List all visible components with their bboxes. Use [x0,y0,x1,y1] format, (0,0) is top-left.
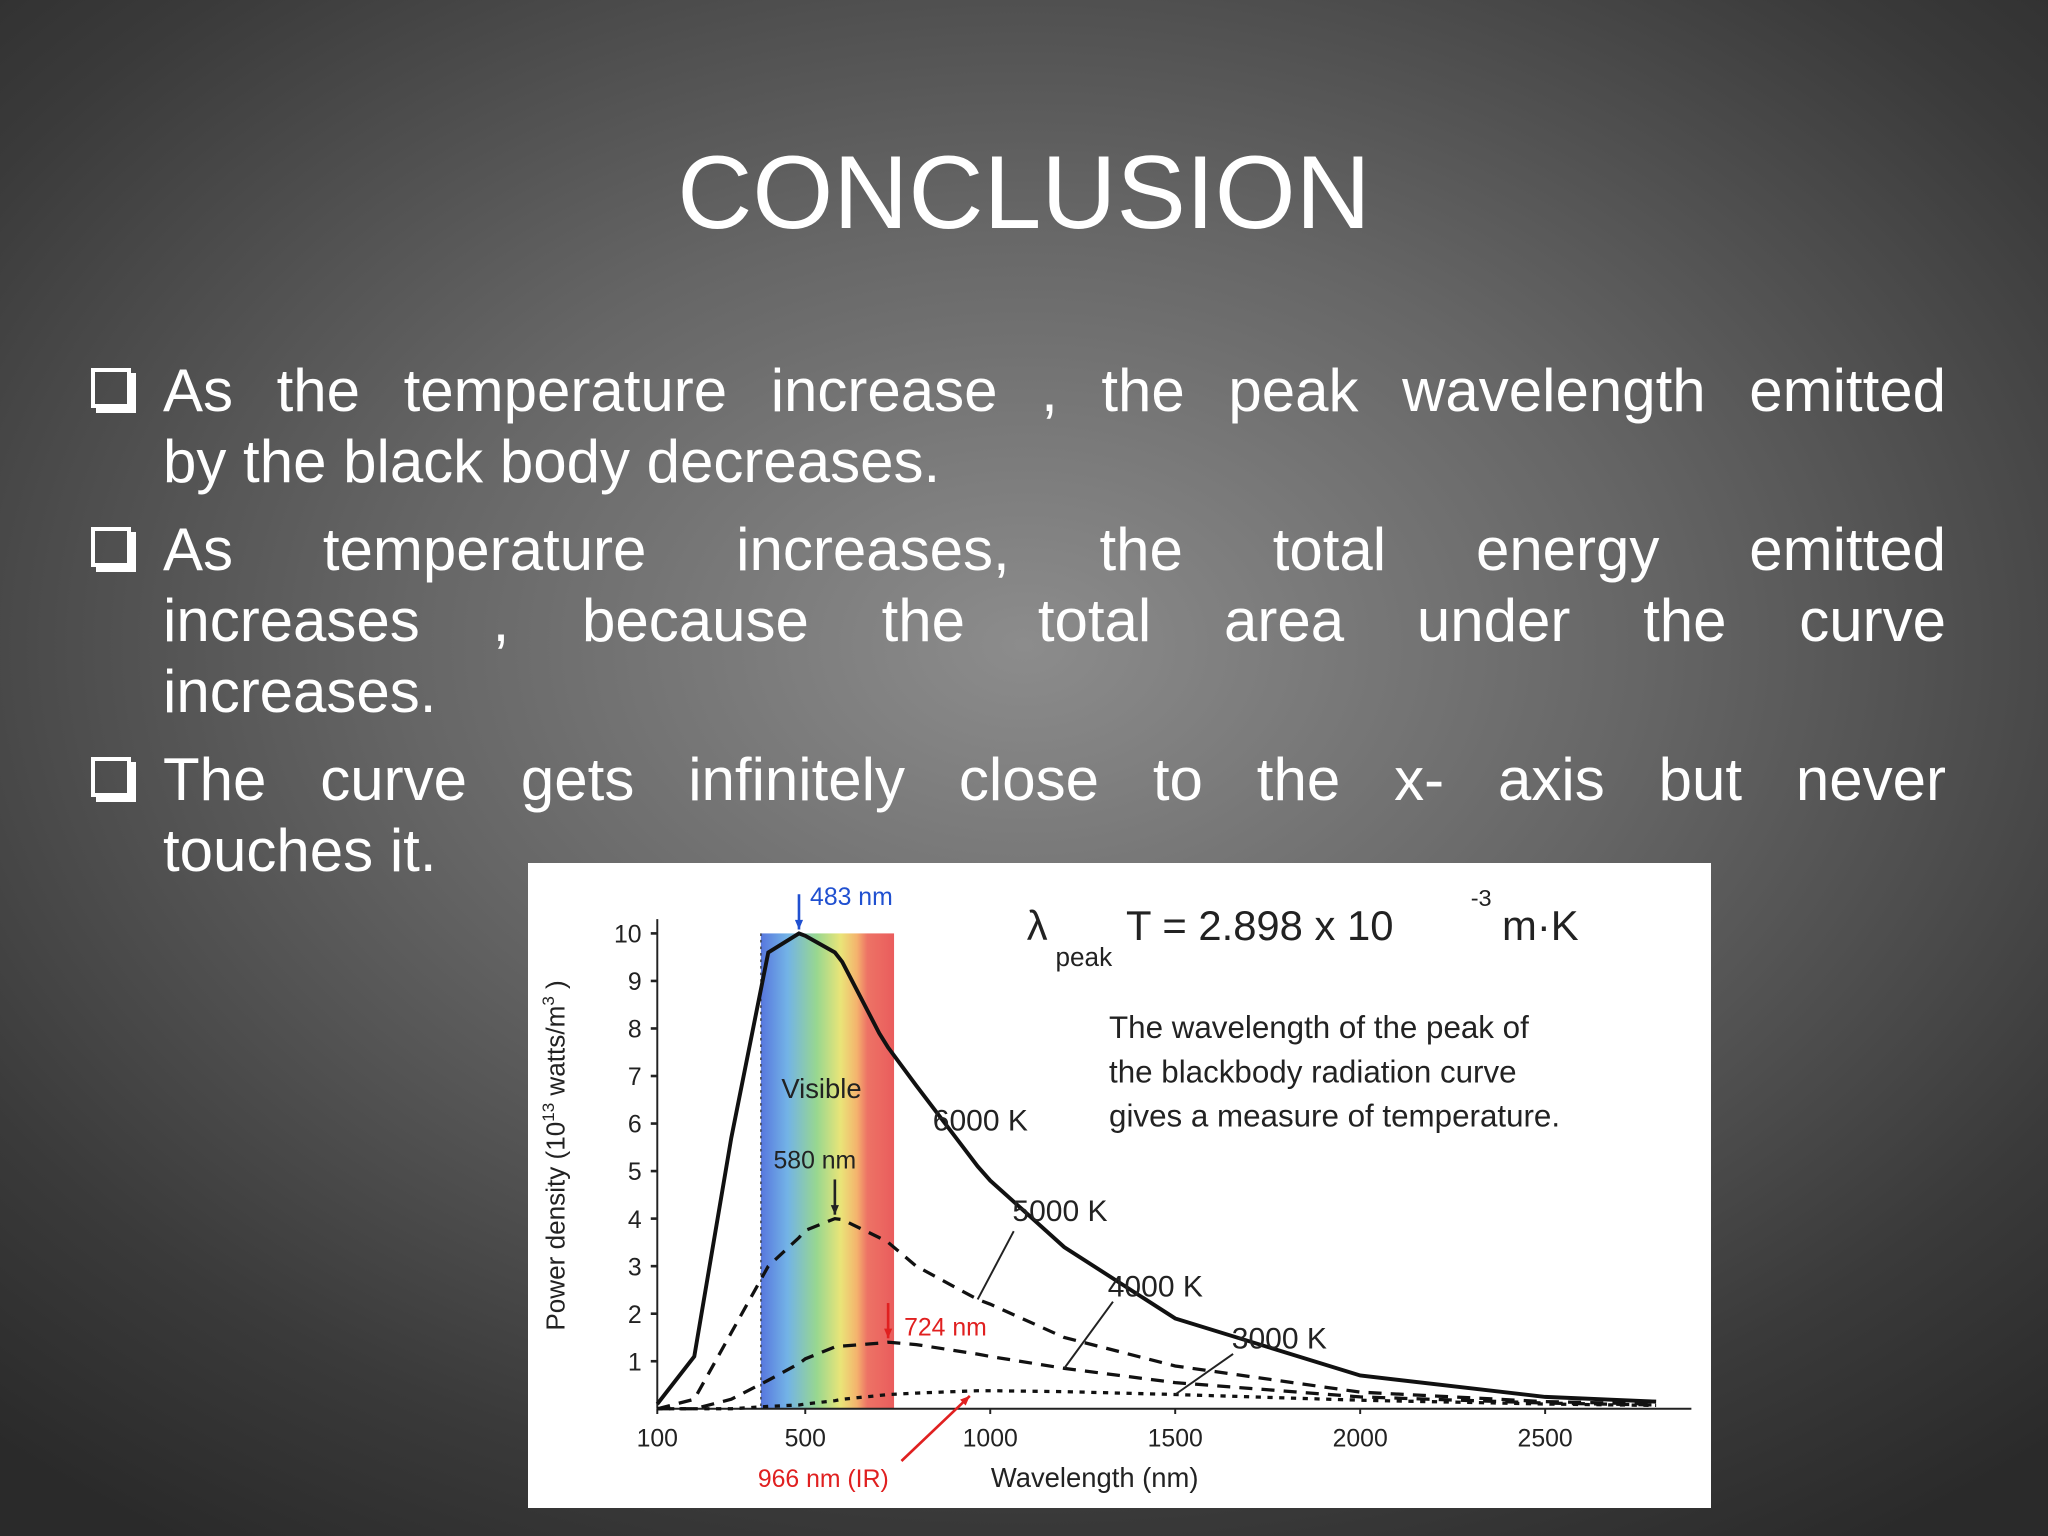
y-label-text: ) [541,980,571,996]
y-label-text: watts/m [541,1006,571,1103]
peak-label: 724 nm [904,1315,987,1342]
x-tick-label: 2000 [1333,1426,1388,1453]
series-line [657,1340,1657,1411]
x-tick-label: 2500 [1518,1426,1573,1453]
series-pointer [1063,1301,1114,1369]
bullet-marker [91,527,131,567]
x-tick-label: 500 [785,1426,826,1453]
peak-label: 580 nm [773,1148,856,1175]
peak-arrow [794,919,804,930]
x-axis-label: Wavelength (nm) [991,1462,1199,1493]
bullet-marker [91,368,131,408]
y-label-text: Power density (10 [541,1122,571,1331]
bullet: As the temperature increase , the peak w… [91,355,1946,497]
slide-title: CONCLUSION [677,135,1371,251]
y-label-exponent: 3 [539,996,558,1005]
chart-image: Power density (1013 watts/m3 ) Wavelengt… [528,863,1711,1508]
bullet-line: The curve gets infinitely close to the x… [163,746,1946,813]
bullet-marker [91,757,131,797]
equation-unit: m·K [1502,902,1579,949]
series-line [657,1389,1657,1411]
bullet-line: As the temperature increase , the peak w… [163,357,1946,424]
y-label-exponent: 13 [539,1103,558,1122]
description: The wavelength of the peak of [1109,1010,1529,1045]
peak-marker [900,1394,971,1462]
bullet-line: As temperature increases, the total ener… [163,516,1946,583]
peak-arrow [900,1394,971,1462]
bullet: As temperature increases, the total ener… [91,514,1946,727]
peak-marker [884,1303,893,1339]
bullet-line: increases. [163,658,437,725]
y-axis-label: Power density (1013 watts/m3 ) [539,980,570,1330]
equation-exponent: -3 [1471,885,1492,911]
equation-text: T = 2.898 x 10 [1126,902,1393,949]
peak-arrow [960,1395,970,1406]
x-tick-label: 1500 [1148,1426,1203,1453]
series-pointer [1174,1353,1234,1396]
y-tick-label: 3 [628,1254,642,1281]
description: gives a measure of temperature. [1109,1099,1560,1134]
x-tick-label: 1000 [963,1426,1018,1453]
peak-marker [830,1179,839,1215]
peak-label: 483 nm [810,884,893,911]
visible-band [760,933,895,1409]
y-tick-label: 1 [628,1349,642,1376]
y-tick-label: 10 [614,922,642,949]
bullet-list: As the temperature increase , the peak w… [91,355,1946,886]
equation-symbol: λ [1027,902,1048,949]
x-tick-label: 100 [637,1426,678,1453]
bullet-line: increases , because the total area under… [163,587,1946,654]
y-tick-label: 2 [628,1302,642,1329]
series-label: 4000 K [1108,1270,1203,1303]
peak-label: 966 nm (IR) [758,1466,889,1493]
bullet-line: by the black body decreases. [163,428,941,495]
series-pointer [976,1230,1015,1300]
series-label: 5000 K [1012,1195,1107,1228]
bullet: The curve gets infinitely close to the x… [91,744,1946,886]
y-tick-label: 6 [628,1112,642,1139]
y-tick-label: 7 [628,1064,642,1091]
equation-subscript: peak [1056,942,1114,972]
peak-arrow [830,1205,839,1215]
series-label: 6000 K [933,1105,1028,1138]
series-label: 3000 K [1232,1323,1327,1356]
y-tick-label: 5 [628,1159,642,1186]
description: the blackbody radiation curve [1109,1054,1517,1089]
series-line [656,1216,1657,1411]
peak-marker [794,894,804,930]
visible-label: Visible [781,1073,861,1104]
y-tick-label: 9 [628,969,642,996]
y-tick-label: 8 [628,1017,642,1044]
bullet-line: touches it. [163,817,437,884]
y-tick-label: 4 [628,1207,642,1234]
chart: Power density (1013 watts/m3 ) Wavelengt… [539,884,1692,1493]
peak-arrow [884,1328,893,1339]
series-line [655,931,1657,1406]
